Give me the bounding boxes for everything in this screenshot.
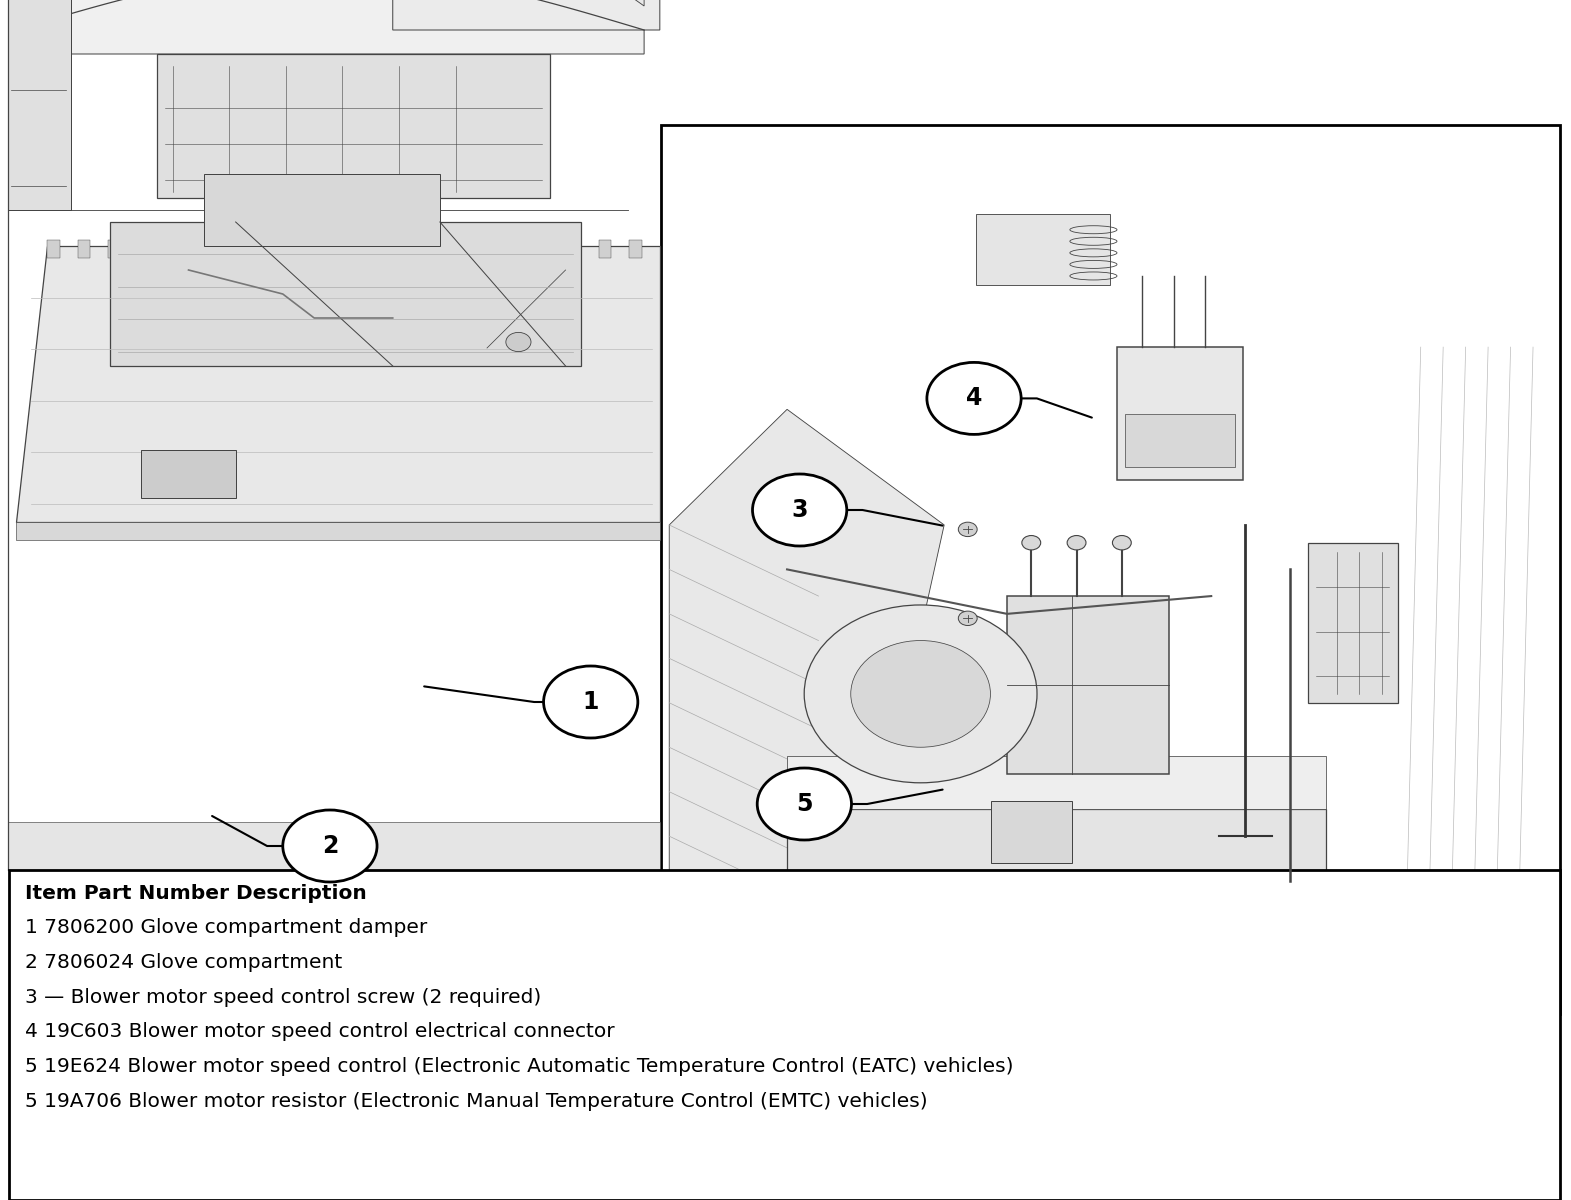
Text: 1: 1	[583, 690, 599, 714]
Bar	[157, 54, 550, 198]
Bar	[353, 240, 366, 258]
Bar	[9, 870, 1560, 1200]
Text: 5: 5	[796, 792, 812, 816]
Polygon shape	[16, 0, 644, 54]
Bar	[47, 240, 60, 258]
Text: 2 7806024 Glove compartment: 2 7806024 Glove compartment	[25, 953, 342, 972]
Polygon shape	[16, 246, 660, 522]
Text: 5 19A706 Blower motor resistor (Electronic Manual Temperature Control (EMTC) veh: 5 19A706 Blower motor resistor (Electron…	[25, 1092, 928, 1111]
Text: 3 — Blower motor speed control screw (2 required): 3 — Blower motor speed control screw (2 …	[25, 988, 542, 1007]
Bar	[415, 240, 427, 258]
Circle shape	[753, 474, 847, 546]
Bar	[141, 450, 236, 498]
Bar	[628, 240, 641, 258]
Bar	[8, 0, 660, 870]
Bar	[110, 222, 581, 366]
Text: Item Part Number Description: Item Part Number Description	[25, 884, 368, 904]
Bar	[8, 822, 660, 870]
Bar	[77, 240, 90, 258]
Circle shape	[804, 605, 1037, 782]
Bar	[201, 240, 214, 258]
Bar	[383, 240, 396, 258]
Bar	[231, 240, 244, 258]
Circle shape	[506, 332, 531, 352]
Polygon shape	[669, 409, 944, 881]
Circle shape	[283, 810, 377, 882]
Bar	[1007, 596, 1169, 774]
Bar	[1125, 414, 1235, 467]
Bar	[537, 240, 550, 258]
Bar	[1309, 542, 1398, 703]
Polygon shape	[16, 522, 660, 540]
Circle shape	[927, 362, 1021, 434]
Bar	[787, 756, 1326, 810]
Bar	[666, 128, 1555, 1010]
Bar	[322, 240, 336, 258]
Bar	[204, 174, 440, 246]
Bar	[170, 240, 182, 258]
Polygon shape	[393, 0, 660, 30]
Bar	[976, 214, 1111, 284]
Bar	[661, 125, 1560, 1014]
Bar	[138, 240, 151, 258]
Text: 1 7806200 Glove compartment damper: 1 7806200 Glove compartment damper	[25, 918, 427, 937]
Bar	[261, 240, 273, 258]
Circle shape	[1067, 535, 1086, 550]
Circle shape	[958, 611, 977, 625]
Bar	[1117, 347, 1243, 480]
Bar	[476, 240, 489, 258]
Text: 4 19C603 Blower motor speed control electrical connector: 4 19C603 Blower motor speed control elec…	[25, 1022, 614, 1042]
Bar	[292, 240, 305, 258]
Circle shape	[958, 522, 977, 536]
Polygon shape	[424, 0, 644, 6]
Bar	[8, 0, 71, 210]
Circle shape	[757, 768, 851, 840]
Bar	[446, 240, 459, 258]
Circle shape	[544, 666, 638, 738]
Circle shape	[851, 641, 990, 748]
Text: 4: 4	[966, 386, 982, 410]
Text: 5 19E624 Blower motor speed control (Electronic Automatic Temperature Control (E: 5 19E624 Blower motor speed control (Ele…	[25, 1057, 1013, 1076]
Bar	[506, 240, 518, 258]
Bar	[599, 240, 611, 258]
Circle shape	[1021, 535, 1040, 550]
Bar	[991, 800, 1071, 863]
Bar	[108, 240, 121, 258]
Bar	[569, 240, 581, 258]
Text: 2: 2	[322, 834, 338, 858]
Text: 3: 3	[792, 498, 807, 522]
Bar	[787, 810, 1326, 881]
Circle shape	[1112, 535, 1131, 550]
